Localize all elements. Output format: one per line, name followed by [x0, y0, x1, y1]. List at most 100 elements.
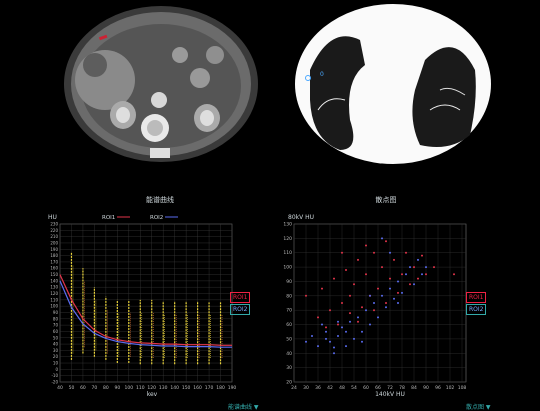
legend-roi2-box[interactable]: ROI2: [230, 304, 251, 315]
y-tick-label: 30: [53, 348, 59, 353]
scatter-point-roi2: [349, 320, 351, 323]
scatter-point-roi2: [361, 330, 363, 333]
x-tick-label: 90: [423, 385, 429, 391]
scatter-point-roi1: [421, 254, 423, 257]
scatter-point-roi1: [341, 251, 343, 254]
scatter-point-roi1: [401, 273, 403, 276]
scatter-point-roi2: [305, 340, 307, 343]
scatter-point-roi2: [317, 345, 319, 348]
scatter-point-roi1: [365, 273, 367, 276]
x-tick-label: 70: [92, 385, 98, 391]
scatter-point-roi2: [397, 302, 399, 304]
caption-scatter-plot: 散点图: [375, 196, 397, 204]
y-tick-label: 90: [286, 279, 292, 285]
scatter-point-roi1: [317, 316, 319, 319]
x-tick-label: 78: [399, 385, 405, 391]
x-tick-label: 120: [147, 385, 156, 391]
scatter-point-roi2: [329, 340, 331, 343]
y-tick-label: 190: [50, 247, 58, 252]
y-axis-label: 80kV HU: [288, 214, 314, 221]
x-axis-label: kev: [147, 391, 158, 398]
scatter-point-roi1: [325, 326, 327, 329]
y-tick-label: 30: [286, 365, 292, 371]
series-line-roi2: [59, 280, 232, 348]
scatter-point-roi2: [389, 251, 391, 254]
legend-roi1-box[interactable]: ROI1: [466, 292, 487, 303]
scatter-point-roi2: [321, 323, 323, 326]
legend-roi2-box[interactable]: ROI2: [466, 304, 487, 315]
y-tick-label: 120: [283, 236, 292, 242]
scatter-point-roi1: [337, 323, 339, 326]
scatter-point-roi1: [357, 258, 359, 261]
scatter-point-roi2: [353, 337, 355, 340]
y-tick-label: 40: [286, 351, 292, 357]
x-tick-label: 36: [315, 385, 321, 391]
legend-label-roi1: ROI1: [102, 215, 115, 221]
y-tick-label: 220: [50, 228, 58, 233]
x-tick-label: 40: [57, 385, 63, 391]
legend-label-roi2: ROI2: [150, 215, 163, 221]
scatter-point-roi2: [381, 237, 383, 240]
grid: [293, 223, 467, 383]
x-tick-label: 66: [375, 385, 381, 391]
x-tick-label: 160: [193, 385, 202, 391]
y-tick-label: 170: [50, 259, 58, 264]
scatter-point-roi2: [325, 337, 327, 340]
scatter-point-roi1: [373, 309, 375, 312]
scatter-point-roi2: [311, 335, 313, 337]
scatter-point-roi1: [361, 306, 363, 309]
x-tick-label: 130: [159, 385, 168, 391]
y-tick-label: 60: [286, 322, 292, 328]
scatter-point-roi2: [373, 302, 375, 304]
y-tick-label: 20: [286, 380, 292, 386]
spectral-curve-chart: -20-100102030405060708090100110120130140…: [48, 214, 237, 398]
y-tick-label: 100: [283, 265, 292, 271]
x-axis-label: 140kV HU: [375, 391, 405, 398]
scatter-point-roi1: [385, 240, 387, 243]
scatter-point-roi2: [337, 335, 339, 337]
x-tick-label: 108: [458, 385, 467, 391]
x-tick-label: 110: [136, 385, 145, 391]
x-tick-label: 54: [351, 385, 357, 391]
scatter-point-roi1: [349, 312, 351, 315]
x-tick-label: 150: [182, 385, 191, 391]
ct-image-lungs: 0: [290, 0, 495, 172]
x-tick-label: 190: [228, 385, 237, 391]
plot-frame: [59, 223, 233, 383]
scatter-point-roi1: [397, 291, 399, 294]
roi-label: 0: [320, 71, 324, 78]
scatter-point-roi1: [433, 266, 435, 269]
scatter-point-roi2: [409, 266, 411, 269]
scatter-plot-menu[interactable]: 散点图 ▼: [466, 404, 491, 411]
scatter-point-roi2: [377, 316, 379, 319]
scatter-point-roi1: [389, 277, 391, 280]
scatter-point-roi2: [381, 294, 383, 297]
scatter-point-roi2: [361, 340, 363, 343]
y-tick-label: 80: [53, 316, 59, 321]
y-tick-label: 200: [50, 240, 58, 245]
x-tick-label: 50: [69, 385, 75, 391]
series-line-roi1: [59, 274, 232, 346]
y-tick-label: 50: [53, 335, 59, 340]
y-tick-label: 180: [50, 253, 58, 258]
scatter-point-roi2: [369, 323, 371, 326]
scatter-point-roi2: [341, 326, 343, 329]
scatter-point-roi1: [329, 309, 331, 312]
scatter-point-roi1: [321, 287, 323, 290]
y-tick-label: 160: [50, 266, 58, 271]
scatter-point-roi1: [453, 273, 455, 276]
scatter-point-roi2: [417, 258, 419, 261]
y-tick-label: 60: [53, 329, 59, 334]
scatter-point-roi2: [393, 297, 395, 300]
x-tick-label: 24: [291, 385, 297, 391]
y-tick-label: 230: [50, 222, 58, 227]
x-tick-label: 42: [327, 385, 333, 391]
x-tick-label: 140: [170, 385, 179, 391]
scatter-point-roi1: [349, 294, 351, 297]
spectral-curve-menu[interactable]: 能谱曲线 ▼: [228, 404, 259, 411]
y-tick-label: 100: [50, 304, 58, 309]
plot-frame: [293, 223, 467, 383]
x-tick-label: 170: [205, 385, 214, 391]
legend-roi1-box[interactable]: ROI1: [230, 292, 251, 303]
y-tick-label: 80: [286, 293, 292, 299]
